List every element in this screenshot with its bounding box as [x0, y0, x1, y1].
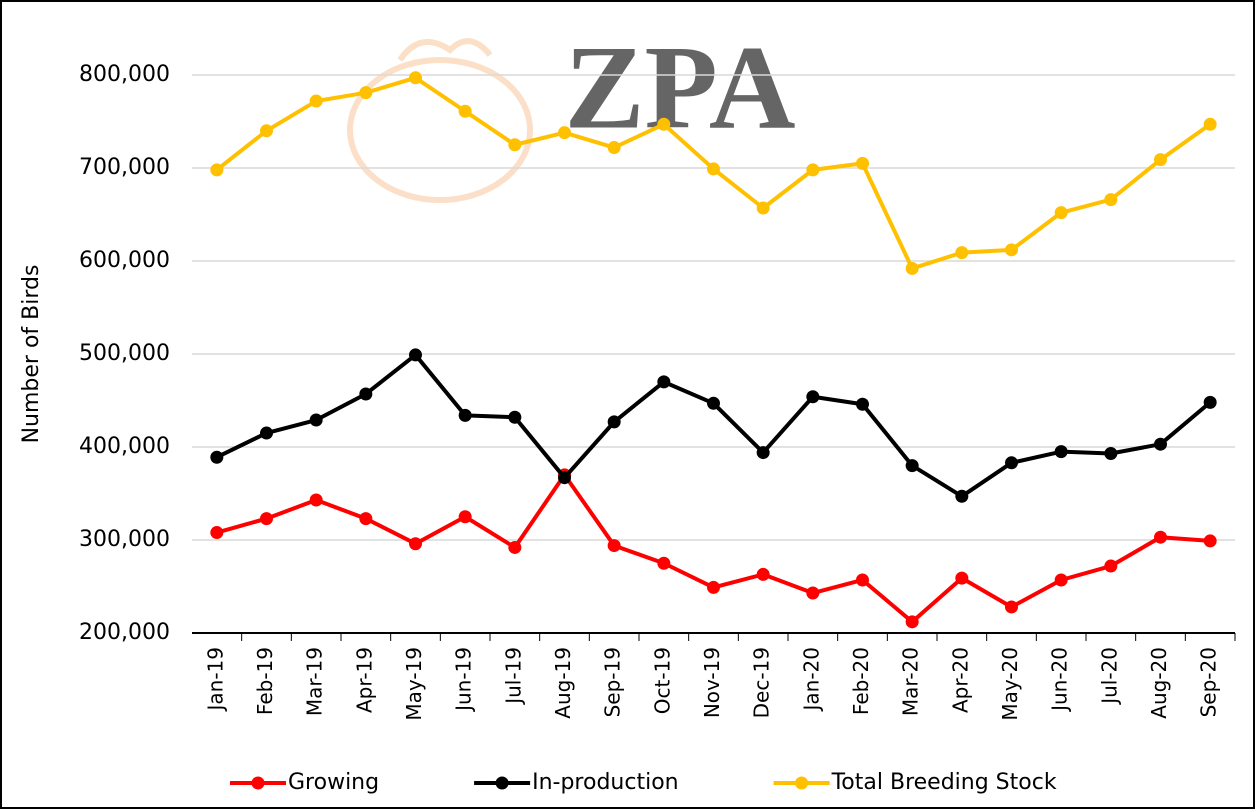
x-tick-label: May-20 — [998, 647, 1022, 721]
data-point — [359, 512, 372, 525]
legend-label: In-production — [532, 770, 679, 795]
data-point — [1104, 193, 1117, 206]
data-point — [508, 541, 521, 554]
data-point — [508, 411, 521, 424]
data-point — [409, 71, 422, 84]
x-tick-label: Jun-20 — [1048, 647, 1072, 713]
data-point — [210, 163, 223, 176]
data-point — [657, 118, 670, 131]
y-axis-label: Number of Birds — [19, 265, 44, 444]
x-tick-label: Mar-20 — [899, 647, 923, 716]
data-point — [1104, 447, 1117, 460]
data-point — [409, 537, 422, 550]
data-point — [1055, 206, 1068, 219]
data-point — [310, 95, 323, 108]
data-point — [856, 398, 869, 411]
data-point — [459, 510, 472, 523]
data-point — [1005, 456, 1018, 469]
y-tick-label: 600,000 — [79, 248, 170, 273]
legend-marker — [795, 777, 808, 790]
data-point — [508, 138, 521, 151]
y-tick-label: 200,000 — [79, 620, 170, 645]
x-tick-label: Jun-19 — [452, 647, 476, 713]
data-point — [806, 163, 819, 176]
data-point — [310, 414, 323, 427]
data-point — [856, 573, 869, 586]
x-tick-label: Sep-20 — [1197, 647, 1221, 717]
data-point — [558, 126, 571, 139]
y-tick-label: 400,000 — [79, 434, 170, 459]
x-tick-label: Oct-19 — [650, 647, 674, 714]
data-point — [707, 162, 720, 175]
x-tick-label: Aug-20 — [1147, 647, 1171, 719]
data-point — [657, 375, 670, 388]
x-tick-label: Sep-19 — [601, 647, 625, 717]
data-point — [757, 568, 770, 581]
watermark-text: ZPA — [564, 21, 795, 154]
data-point — [260, 124, 273, 137]
data-point — [608, 539, 621, 552]
legend-marker — [496, 777, 509, 790]
x-tick-label: Feb-20 — [849, 647, 873, 715]
data-point — [1154, 153, 1167, 166]
legend-marker — [252, 777, 265, 790]
data-point — [757, 201, 770, 214]
data-point — [608, 141, 621, 154]
data-point — [955, 572, 968, 585]
data-point — [1005, 600, 1018, 613]
data-point — [806, 390, 819, 403]
data-point — [608, 415, 621, 428]
data-point — [409, 348, 422, 361]
data-point — [260, 512, 273, 525]
x-tick-label: Apr-20 — [948, 647, 972, 713]
x-tick-label: Jul-20 — [1097, 647, 1121, 706]
data-point — [359, 86, 372, 99]
legend-label: Growing — [288, 770, 379, 795]
y-tick-label: 300,000 — [79, 527, 170, 552]
data-point — [1055, 445, 1068, 458]
data-point — [707, 581, 720, 594]
data-point — [906, 262, 919, 275]
data-point — [210, 526, 223, 539]
data-point — [310, 494, 323, 507]
x-tick-label: May-19 — [402, 647, 426, 721]
data-point — [657, 557, 670, 570]
data-point — [955, 246, 968, 259]
x-tick-label: Aug-19 — [551, 647, 575, 719]
y-tick-label: 500,000 — [79, 341, 170, 366]
data-point — [707, 397, 720, 410]
data-point — [459, 409, 472, 422]
data-point — [1104, 560, 1117, 573]
data-point — [1154, 531, 1167, 544]
x-tick-label: Mar-19 — [303, 647, 327, 716]
data-point — [558, 471, 571, 484]
data-point — [1055, 573, 1068, 586]
data-point — [210, 451, 223, 464]
y-tick-label: 800,000 — [79, 62, 170, 87]
data-point — [906, 459, 919, 472]
data-point — [459, 105, 472, 118]
x-tick-label: Jan-20 — [799, 647, 823, 713]
data-point — [856, 157, 869, 170]
chart: ZPA Number of Birds 200,000 300,000 400,00… — [0, 0, 1255, 809]
data-point — [906, 615, 919, 628]
x-tick-label: Dec-19 — [750, 647, 774, 718]
x-tick-label: Feb-19 — [253, 647, 277, 715]
data-point — [806, 587, 819, 600]
data-point — [359, 387, 372, 400]
legend-label: Total Breeding Stock — [831, 770, 1057, 795]
data-point — [1204, 534, 1217, 547]
data-point — [1204, 118, 1217, 131]
data-point — [757, 446, 770, 459]
x-tick-label: Nov-19 — [700, 647, 724, 718]
data-point — [260, 427, 273, 440]
data-point — [1204, 396, 1217, 409]
data-point — [1154, 438, 1167, 451]
data-point — [1005, 243, 1018, 256]
x-tick-label: Jul-19 — [501, 647, 525, 706]
data-point — [955, 490, 968, 503]
x-tick-label: Apr-19 — [352, 647, 376, 713]
x-tick-label: Jan-19 — [203, 647, 227, 713]
y-tick-label: 700,000 — [79, 155, 170, 180]
